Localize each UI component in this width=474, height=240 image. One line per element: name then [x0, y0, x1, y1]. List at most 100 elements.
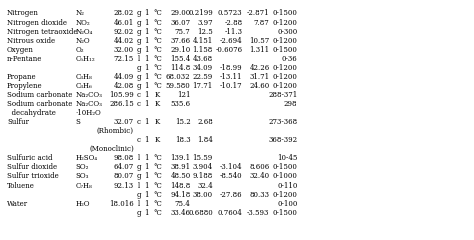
Text: 1: 1: [145, 136, 149, 144]
Text: 36.07: 36.07: [171, 18, 191, 26]
Text: 286.15: 286.15: [109, 100, 134, 108]
Text: -0.6076: -0.6076: [216, 46, 243, 54]
Text: 0-1200: 0-1200: [273, 37, 297, 45]
Text: 0.6880: 0.6880: [188, 209, 213, 217]
Text: °C: °C: [153, 163, 162, 171]
Text: Nitrogen dioxide: Nitrogen dioxide: [7, 18, 67, 26]
Text: °C: °C: [153, 18, 162, 26]
Text: 1: 1: [145, 118, 149, 126]
Text: C₇H₈: C₇H₈: [76, 181, 92, 190]
Text: 1: 1: [145, 173, 149, 180]
Text: SO₃: SO₃: [76, 173, 89, 180]
Text: 38.91: 38.91: [171, 163, 191, 171]
Text: 44.09: 44.09: [114, 73, 134, 81]
Text: 92.02: 92.02: [114, 28, 134, 36]
Text: 32.07: 32.07: [114, 118, 134, 126]
Text: 92.13: 92.13: [114, 181, 134, 190]
Text: °C: °C: [153, 37, 162, 45]
Text: -27.86: -27.86: [220, 191, 243, 198]
Text: 1: 1: [145, 163, 149, 171]
Text: 1: 1: [145, 73, 149, 81]
Text: 0-1500: 0-1500: [273, 46, 297, 54]
Text: 121: 121: [177, 91, 191, 99]
Text: 4.151: 4.151: [192, 37, 213, 45]
Text: g: g: [136, 46, 141, 54]
Text: 535.6: 535.6: [171, 100, 191, 108]
Text: K: K: [155, 91, 160, 99]
Text: Nitrogen: Nitrogen: [7, 9, 39, 18]
Text: g: g: [136, 9, 141, 18]
Text: 1.158: 1.158: [192, 46, 213, 54]
Text: 48.50: 48.50: [170, 173, 191, 180]
Text: 0-1500: 0-1500: [273, 209, 297, 217]
Text: 0.5723: 0.5723: [218, 9, 243, 18]
Text: g: g: [136, 82, 141, 90]
Text: Na₂CO₃: Na₂CO₃: [76, 100, 103, 108]
Text: °C: °C: [153, 173, 162, 180]
Text: 1: 1: [145, 100, 149, 108]
Text: 1: 1: [145, 37, 149, 45]
Text: 0-1500: 0-1500: [273, 9, 297, 18]
Text: Oxygen: Oxygen: [7, 46, 34, 54]
Text: c: c: [137, 100, 140, 108]
Text: 12.5: 12.5: [197, 28, 213, 36]
Text: 288-371: 288-371: [268, 91, 297, 99]
Text: 0-110: 0-110: [277, 181, 297, 190]
Text: 0.2199: 0.2199: [188, 9, 213, 18]
Text: C₅H₁₂: C₅H₁₂: [76, 55, 95, 63]
Text: 28.02: 28.02: [114, 9, 134, 18]
Text: 64.07: 64.07: [114, 163, 134, 171]
Text: Propylene: Propylene: [7, 82, 43, 90]
Text: 3.97: 3.97: [197, 18, 213, 26]
Text: 2.68: 2.68: [197, 118, 213, 126]
Text: 1: 1: [145, 9, 149, 18]
Text: -2.871: -2.871: [247, 9, 270, 18]
Text: °C: °C: [153, 73, 162, 81]
Text: Nitrogen tetraoxide: Nitrogen tetraoxide: [7, 28, 78, 36]
Text: 18.016: 18.016: [109, 200, 134, 208]
Text: °C: °C: [153, 200, 162, 208]
Text: 0-300: 0-300: [277, 28, 297, 36]
Text: 1: 1: [145, 200, 149, 208]
Text: 37.66: 37.66: [171, 37, 191, 45]
Text: 32.40: 32.40: [249, 173, 270, 180]
Text: Nitrous oxide: Nitrous oxide: [7, 37, 55, 45]
Text: 32.4: 32.4: [197, 181, 213, 190]
Text: 42.08: 42.08: [114, 82, 134, 90]
Text: (Monoclinic): (Monoclinic): [89, 145, 134, 153]
Text: (Rhombic): (Rhombic): [97, 127, 134, 135]
Text: 1: 1: [145, 28, 149, 36]
Text: 1: 1: [145, 18, 149, 26]
Text: 1: 1: [145, 46, 149, 54]
Text: N₂O: N₂O: [76, 37, 91, 45]
Text: Sulfuric acid: Sulfuric acid: [7, 154, 53, 162]
Text: 0-1200: 0-1200: [273, 18, 297, 26]
Text: °C: °C: [153, 55, 162, 63]
Text: 17.71: 17.71: [192, 82, 213, 90]
Text: 75.7: 75.7: [175, 28, 191, 36]
Text: -3.104: -3.104: [220, 163, 243, 171]
Text: 34.09: 34.09: [193, 64, 213, 72]
Text: K: K: [155, 118, 160, 126]
Text: 1: 1: [145, 181, 149, 190]
Text: 94.18: 94.18: [170, 191, 191, 198]
Text: 0-100: 0-100: [277, 200, 297, 208]
Text: 0-36: 0-36: [282, 55, 297, 63]
Text: Sodium carbonate: Sodium carbonate: [7, 91, 73, 99]
Text: 29.10: 29.10: [170, 46, 191, 54]
Text: °C: °C: [153, 64, 162, 72]
Text: g: g: [136, 191, 141, 198]
Text: 31.71: 31.71: [249, 73, 270, 81]
Text: g: g: [136, 37, 141, 45]
Text: 1: 1: [145, 191, 149, 198]
Text: 1: 1: [145, 209, 149, 217]
Text: g: g: [136, 28, 141, 36]
Text: 0-1200: 0-1200: [273, 73, 297, 81]
Text: Sodium carbonate: Sodium carbonate: [7, 100, 73, 108]
Text: g: g: [136, 163, 141, 171]
Text: 18.3: 18.3: [175, 136, 191, 144]
Text: n-Pentane: n-Pentane: [7, 55, 43, 63]
Text: 32.00: 32.00: [114, 46, 134, 54]
Text: 24.60: 24.60: [249, 82, 270, 90]
Text: 8.606: 8.606: [249, 163, 270, 171]
